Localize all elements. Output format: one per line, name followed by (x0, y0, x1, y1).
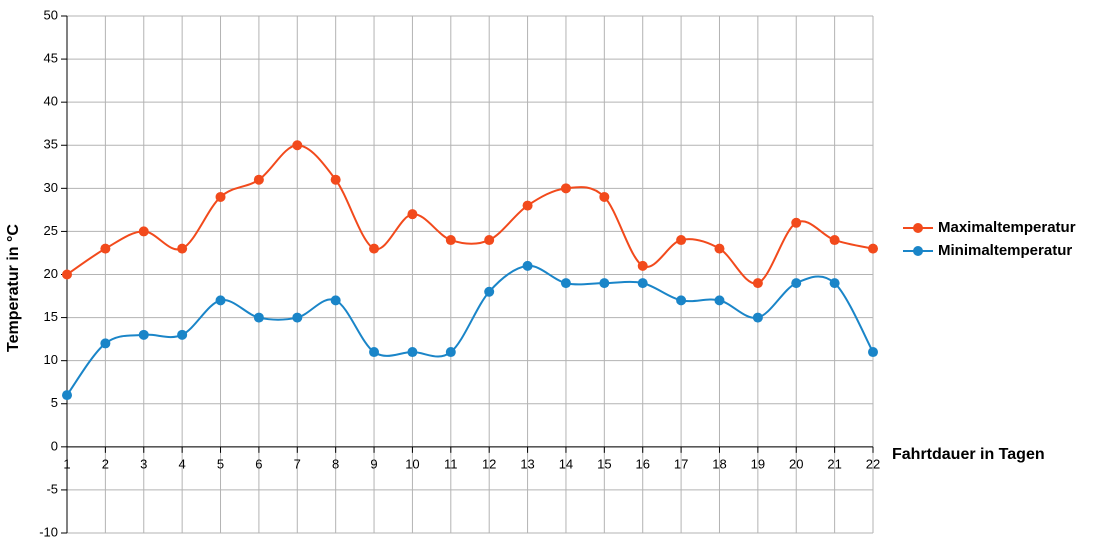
x-tick-label: 13 (520, 456, 534, 471)
data-point (829, 278, 840, 289)
data-point (599, 278, 610, 289)
data-point (714, 295, 725, 306)
x-tick-label: 18 (712, 456, 726, 471)
x-tick-label: 16 (635, 456, 649, 471)
x-tick-label: 12 (482, 456, 496, 471)
data-point (369, 243, 380, 254)
x-tick-label: 5 (217, 456, 224, 471)
data-point (868, 347, 878, 358)
series-line (66, 264, 874, 396)
legend-label: Minimaltemperatur (938, 242, 1072, 259)
x-tick-label: 11 (444, 456, 458, 471)
y-tick-label: -10 (39, 524, 58, 539)
data-point (100, 243, 111, 254)
x-tick-label: 14 (559, 456, 573, 471)
data-point (215, 295, 226, 306)
data-point (62, 390, 72, 401)
y-tick-label: 5 (51, 395, 58, 410)
y-tick-label: 10 (44, 352, 58, 367)
x-tick-label: 20 (789, 456, 803, 471)
y-tick-label: -5 (46, 481, 58, 496)
x-tick-label: 15 (597, 456, 611, 471)
y-tick-label: 45 (44, 51, 58, 66)
x-tick-label: 4 (179, 456, 186, 471)
y-tick-label: 40 (44, 94, 58, 109)
data-point (292, 140, 303, 151)
data-point (752, 278, 763, 289)
data-point (714, 243, 725, 254)
data-point (253, 174, 264, 185)
data-point (676, 235, 687, 246)
x-tick-label: 19 (751, 456, 765, 471)
y-tick-label: 15 (44, 309, 58, 324)
data-point (791, 278, 802, 289)
data-point (484, 286, 495, 297)
x-tick-label: 9 (370, 456, 377, 471)
data-point (253, 312, 264, 323)
data-point (445, 347, 456, 358)
data-point (522, 200, 533, 211)
x-tick-label: 10 (405, 456, 419, 471)
data-point (560, 278, 571, 289)
y-tick-label: 35 (44, 137, 58, 152)
legend-marker (913, 223, 923, 233)
data-point (62, 269, 72, 280)
x-tick-label: 8 (332, 456, 339, 471)
x-axis-label: Fahrtdauer in Tagen (892, 446, 1045, 463)
legend-label: Maximaltemperatur (938, 219, 1076, 236)
x-tick-label: 6 (255, 456, 262, 471)
data-point (138, 329, 149, 340)
data-point (522, 260, 533, 271)
data-point (292, 312, 303, 323)
data-point (177, 243, 188, 254)
x-tick-label: 7 (294, 456, 301, 471)
data-point (676, 295, 687, 306)
data-point (407, 209, 418, 220)
data-point (599, 191, 610, 202)
x-tick-label: 2 (102, 456, 109, 471)
x-tick-label: 3 (140, 456, 147, 471)
data-point (829, 235, 840, 246)
data-point (752, 312, 763, 323)
y-tick-label: 20 (44, 266, 58, 281)
data-point (637, 278, 648, 289)
legend-marker (913, 246, 923, 256)
data-point (330, 174, 341, 185)
data-point (215, 191, 226, 202)
data-point (868, 243, 878, 254)
data-point (445, 235, 456, 246)
data-point (560, 183, 571, 194)
series-line (66, 144, 874, 285)
data-point (138, 226, 149, 237)
y-tick-label: 0 (51, 438, 58, 453)
y-tick-label: 25 (44, 223, 58, 238)
y-tick-label: 30 (44, 180, 58, 195)
data-point (369, 347, 380, 358)
x-tick-label: 21 (827, 456, 841, 471)
y-axis-label: Temperatur in °C (5, 224, 22, 352)
data-point (637, 260, 648, 271)
x-tick-label: 17 (674, 456, 688, 471)
y-tick-label: 50 (44, 7, 58, 22)
data-point (330, 295, 341, 306)
data-point (484, 235, 495, 246)
data-point (177, 329, 188, 340)
data-point (100, 338, 111, 349)
data-point (407, 347, 418, 358)
x-tick-label: 22 (866, 456, 880, 471)
data-point (791, 217, 802, 228)
